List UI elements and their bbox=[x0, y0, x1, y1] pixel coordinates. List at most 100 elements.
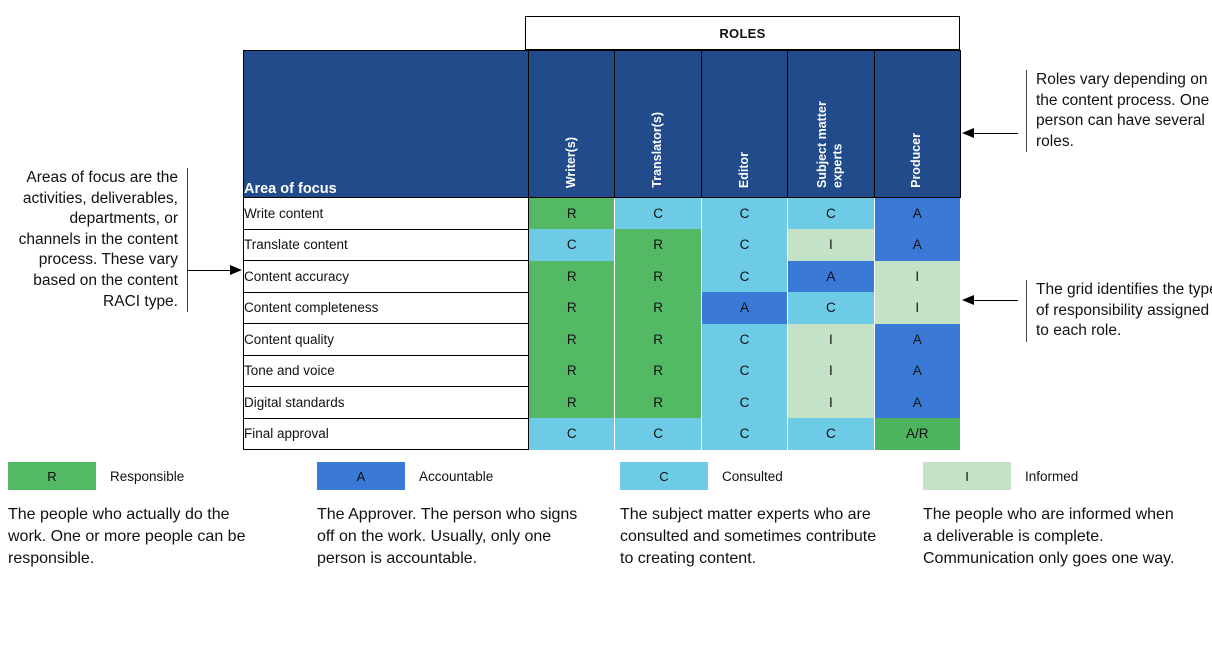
raci-cell: C bbox=[700, 260, 789, 292]
legend-header: R Responsible bbox=[8, 462, 303, 490]
roles-banner-label: ROLES bbox=[719, 25, 766, 41]
raci-cell: C bbox=[787, 292, 875, 324]
table-row: Tone and voice R R C I A bbox=[243, 354, 961, 387]
table-row: Translate content C R C I A bbox=[243, 228, 961, 261]
raci-cell: A bbox=[873, 323, 961, 355]
raci-cell: R bbox=[614, 355, 702, 387]
row-header-area-of-focus: Write content bbox=[243, 197, 529, 230]
raci-matrix-table: Area of focus Writer(s) Translator(s) Ed… bbox=[243, 50, 961, 450]
column-header-role-0: Writer(s) bbox=[527, 50, 616, 198]
column-header-role-2: Editor bbox=[700, 50, 789, 198]
raci-cell: R bbox=[527, 197, 616, 229]
raci-cell: R bbox=[614, 292, 702, 324]
legend-swatch: R bbox=[8, 462, 96, 490]
callout-grid: The grid identifies the type of responsi… bbox=[1026, 280, 1212, 342]
row-header-area-of-focus: Tone and voice bbox=[243, 354, 529, 387]
raci-cell: I bbox=[873, 292, 961, 324]
raci-cell: I bbox=[787, 355, 875, 387]
legend-description: The people who are informed when a deliv… bbox=[923, 506, 1175, 568]
rotated-label-wrapper: Producer bbox=[875, 51, 960, 197]
raci-cell: R bbox=[614, 260, 702, 292]
header-row: Area of focus Writer(s) Translator(s) Ed… bbox=[243, 50, 961, 198]
rotated-label-wrapper: Editor bbox=[702, 51, 787, 197]
legend-swatch: A bbox=[317, 462, 405, 490]
row-header-area-of-focus: Final approval bbox=[243, 417, 529, 450]
raci-cell: R bbox=[527, 323, 616, 355]
raci-cell: C bbox=[787, 418, 875, 450]
table-row: Digital standards R R C I A bbox=[243, 386, 961, 419]
raci-cell: I bbox=[787, 323, 875, 355]
raci-cell: R bbox=[527, 355, 616, 387]
raci-cell: C bbox=[614, 418, 702, 450]
legend-header: A Accountable bbox=[317, 462, 606, 490]
column-header-role-4: Producer bbox=[873, 50, 961, 198]
legend-description: The Approver. The person who signs off o… bbox=[317, 506, 578, 568]
table-row: Content completeness R R A C I bbox=[243, 291, 961, 324]
callout-area-of-focus: Areas of focus are the activities, deliv… bbox=[14, 168, 188, 313]
raci-cell: C bbox=[700, 229, 789, 261]
arrow-head bbox=[962, 295, 974, 305]
legend-header: C Consulted bbox=[620, 462, 909, 490]
arrow-shaft bbox=[974, 133, 1018, 134]
raci-cell: I bbox=[787, 229, 875, 261]
table-row: Content accuracy R R C A I bbox=[243, 260, 961, 293]
raci-cell: R bbox=[614, 323, 702, 355]
legend-label: Accountable bbox=[419, 468, 494, 484]
legend-description: The people who actually do the work. One… bbox=[8, 506, 246, 568]
column-header-role-label: Producer bbox=[909, 133, 924, 188]
raci-cell: A bbox=[787, 260, 875, 292]
column-header-role-label: Writer(s) bbox=[563, 136, 578, 188]
legend-label: Responsible bbox=[110, 468, 185, 484]
raci-cell: C bbox=[787, 197, 875, 229]
rotated-label-wrapper: Translator(s) bbox=[615, 51, 700, 197]
raci-cell: C bbox=[527, 418, 616, 450]
legend-item-r: R Responsible The people who actually do t… bbox=[0, 462, 303, 570]
legend-label: Informed bbox=[1025, 468, 1079, 484]
raci-cell: A bbox=[873, 355, 961, 387]
legend: R Responsible The people who actually do t… bbox=[0, 462, 1212, 570]
table-body: Write content R C C C A Translate content C R C I A… bbox=[243, 197, 961, 450]
raci-cell: A bbox=[873, 197, 961, 229]
raci-cell: C bbox=[700, 386, 789, 418]
raci-cell: R bbox=[527, 260, 616, 292]
raci-cell: C bbox=[614, 197, 702, 229]
raci-cell: C bbox=[700, 355, 789, 387]
raci-cell: C bbox=[700, 197, 789, 229]
arrow-head bbox=[962, 128, 974, 138]
legend-header: I Informed bbox=[923, 462, 1212, 490]
arrow-head bbox=[230, 265, 242, 275]
row-header-area-of-focus: Content completeness bbox=[243, 291, 529, 324]
legend-swatch: I bbox=[923, 462, 1011, 490]
raci-cell: R bbox=[527, 292, 616, 324]
roles-banner: ROLES bbox=[525, 16, 960, 50]
raci-cell: A bbox=[700, 292, 789, 324]
raci-cell: I bbox=[787, 386, 875, 418]
arrow-shaft bbox=[974, 300, 1018, 301]
row-header-area-of-focus: Content quality bbox=[243, 323, 529, 356]
legend-description: The subject matter experts who are consu… bbox=[620, 506, 877, 568]
raci-cell: R bbox=[527, 386, 616, 418]
legend-item-c: C Consulted The subject matter experts who… bbox=[606, 462, 909, 570]
column-header-role-label: Translator(s) bbox=[650, 112, 665, 188]
column-header-role-label: Editor bbox=[736, 151, 751, 188]
rotated-label-wrapper: Subject matter experts bbox=[788, 51, 873, 197]
row-header-area-of-focus: Digital standards bbox=[243, 386, 529, 419]
table-row: Content quality R R C I A bbox=[243, 323, 961, 356]
column-header-role-1: Translator(s) bbox=[614, 50, 702, 198]
rotated-label-wrapper: Writer(s) bbox=[529, 51, 614, 197]
legend-item-i: I Informed The people who are informed whe… bbox=[909, 462, 1212, 570]
row-header-area-of-focus: Content accuracy bbox=[243, 260, 529, 293]
raci-cell: A bbox=[873, 386, 961, 418]
column-header-area-of-focus: Area of focus bbox=[243, 50, 529, 198]
column-header-role-label: Subject matter experts bbox=[815, 101, 845, 188]
raci-cell: C bbox=[527, 229, 616, 261]
raci-cell: I bbox=[873, 260, 961, 292]
raci-cell: C bbox=[700, 418, 789, 450]
legend-swatch: C bbox=[620, 462, 708, 490]
raci-cell: R bbox=[614, 229, 702, 261]
table-row: Final approval C C C C A/R bbox=[243, 417, 961, 450]
legend-label: Consulted bbox=[722, 468, 783, 484]
raci-cell: R bbox=[614, 386, 702, 418]
raci-cell: A/R bbox=[873, 418, 961, 450]
legend-item-a: A Accountable The Approver. The person who… bbox=[303, 462, 606, 570]
